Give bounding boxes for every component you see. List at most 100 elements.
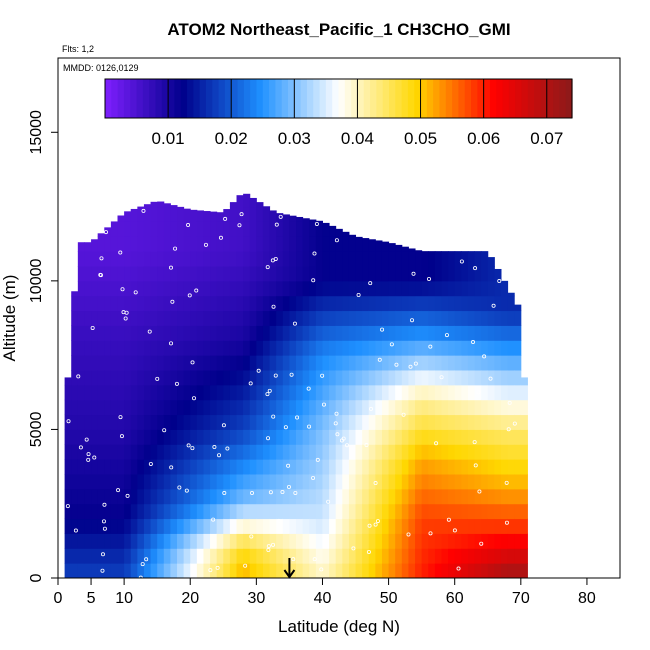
heatmap-cell [282,474,290,490]
heatmap-cell [183,340,191,356]
heatmap-cell [143,518,152,534]
heatmap-cell [203,488,211,505]
heatmap-cell [441,251,449,267]
heatmap-cell [500,474,509,490]
heatmap-cell [362,325,370,341]
heatmap-cell [117,251,125,267]
heatmap-cell [276,355,284,371]
heatmap-cell [461,548,469,564]
heatmap-cell [170,370,178,386]
heatmap-cell [289,533,297,549]
heatmap-cell [229,325,238,341]
heatmap-cell [110,518,118,534]
heatmap-cell [381,533,390,549]
heatmap-cell [77,325,85,341]
heatmap-cell [514,355,522,371]
heatmap-cell [309,518,317,534]
heatmap-cell [210,488,218,505]
heatmap-cell [388,266,396,282]
heatmap-cell [124,518,132,534]
heatmap-cell [322,518,330,534]
heatmap-cell [157,563,165,579]
observation-point [250,491,255,496]
heatmap-cell [434,518,442,534]
heatmap-cell [163,563,171,579]
heatmap-cell [71,399,79,416]
heatmap-cell [315,221,323,237]
heatmap-cell [520,474,528,490]
heatmap-cell [269,444,277,460]
heatmap-cell [130,459,138,475]
heatmap-cell [434,488,442,505]
heatmap-cell [97,429,105,445]
observation-point [368,406,373,411]
heatmap-cell [362,563,370,579]
heatmap-cell [157,295,165,312]
heatmap-cell [335,563,343,579]
heatmap-cell [276,444,284,460]
heatmap-cell [474,399,482,416]
heatmap-cell [203,533,211,549]
colorbar-frame [104,78,573,119]
heatmap-cell [256,355,264,371]
heatmap-cell [481,340,489,356]
heatmap-cell [481,488,489,505]
heatmap-cell [243,355,251,371]
heatmap-cell [124,280,132,297]
colorbar-swatch [117,79,125,118]
heatmap-cell [97,444,105,460]
heatmap-cell [177,384,185,401]
heatmap-cell [276,459,284,475]
heatmap-cell [335,280,343,297]
heatmap-cell [223,251,231,267]
heatmap-cell [143,548,152,564]
colorbar-swatch [105,79,112,118]
heatmap-cell [163,429,171,445]
heatmap-cell [375,518,383,534]
colorbar-swatch [224,79,232,118]
observation-point [491,303,496,308]
heatmap-cell [117,563,125,579]
heatmap-cell [110,548,118,564]
colorbar-swatch [565,79,573,118]
heatmap-cell [170,295,178,312]
heatmap-cell [236,266,244,282]
heatmap-cell [395,414,403,430]
heatmap-cell [196,210,204,222]
heatmap-cell [262,295,271,312]
heatmap-cell [448,459,456,475]
heatmap-cell [124,399,132,416]
observation-point [410,318,415,323]
heatmap-cell [421,533,429,549]
heatmap-cell [229,399,238,416]
heatmap-cell [104,459,112,475]
heatmap-cell [322,295,330,312]
heatmap-cell [91,355,99,371]
heatmap-cell [355,429,363,445]
observation-point [270,258,275,263]
heatmap-cell [163,459,171,475]
heatmap-cell [296,221,304,237]
heatmap-cell [236,195,244,208]
heatmap-cell [289,399,297,416]
heatmap-cell [269,518,277,534]
heatmap-cell [137,355,145,371]
heatmap-cell [157,533,165,549]
heatmap-cell [408,444,416,460]
observation-point [335,432,340,437]
heatmap-cell [322,236,330,252]
heatmap-cell [302,474,310,490]
heatmap-cell [170,459,178,475]
observation-point [274,222,279,227]
heatmap-cell [520,518,528,534]
heatmap-cell [401,414,409,430]
heatmap-cell [137,444,145,460]
heatmap-cell [157,340,165,356]
heatmap-cell [487,355,495,371]
heatmap-cell [375,384,383,401]
colorbar-swatch [136,79,144,118]
heatmap-cell [375,503,383,520]
heatmap-cell [315,251,323,267]
heatmap-cell [302,340,310,356]
heatmap-cell [467,488,476,505]
